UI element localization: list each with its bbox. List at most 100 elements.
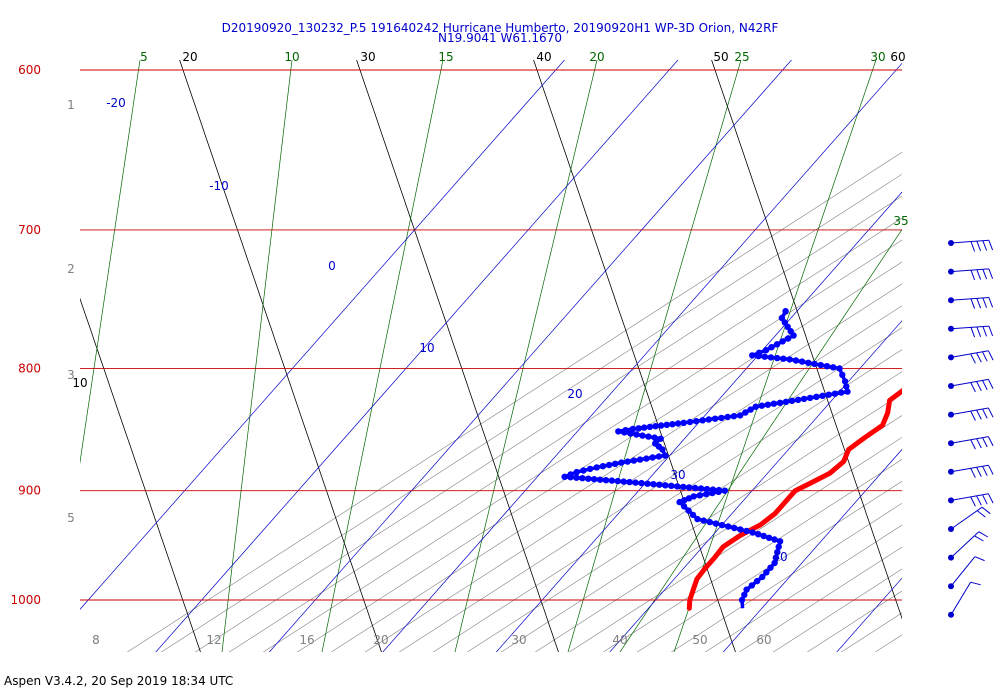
dewpoint-point: [774, 354, 781, 362]
dewpoint-point: [752, 403, 759, 410]
dewpoint-point: [636, 456, 644, 463]
dewpoint-point: [774, 549, 781, 556]
dewpoint-point: [680, 419, 687, 426]
dewpoint-point: [680, 483, 687, 491]
dewpoint-point: [586, 465, 594, 473]
dewpoint-point: [737, 412, 744, 419]
dewpoint-point: [599, 463, 607, 470]
mixing-ratio-label: 10: [284, 50, 299, 64]
isotherm-line: [926, 0, 1000, 680]
moist-adiabat-line: [296, 261, 902, 652]
dewpoint-point: [661, 452, 669, 459]
isotherm-line: [836, 577, 902, 652]
grid-layer: [80, 0, 1000, 680]
isotherm-label: -20: [106, 96, 126, 110]
dewpoint-point: [711, 415, 719, 422]
dewpoint-point: [709, 489, 716, 497]
dewpoint-point: [691, 484, 699, 492]
dewpoint-point: [649, 454, 656, 461]
dewpoint-point: [561, 473, 568, 480]
dry-adiabat-label: 60: [890, 50, 905, 64]
dewpoint-point: [811, 360, 818, 368]
dewpoint-point: [806, 394, 814, 402]
dry-adiabat-label: 50: [713, 50, 728, 64]
dewpoint-point: [724, 413, 731, 421]
moist-adiabat-line: [194, 195, 902, 652]
dewpoint-point: [731, 524, 738, 532]
dewpoint-point: [747, 406, 754, 413]
dewpoint-point: [767, 564, 774, 571]
dewpoint-point: [627, 430, 634, 437]
dewpoint-point: [658, 422, 665, 429]
dewpoint-point: [676, 498, 683, 506]
dewpoint-point: [761, 353, 768, 360]
dewpoint-point: [643, 455, 650, 462]
mixing-ratio-line: [80, 60, 141, 465]
dewpoint-point: [800, 395, 808, 403]
chart-title: D20190920_130232_P.5 191640242 Hurricane…: [222, 21, 779, 35]
dewpoint-point: [813, 393, 820, 400]
dewpoint-point: [748, 582, 756, 589]
isotherm-line: [155, 60, 679, 652]
dewpoint-point: [694, 515, 701, 523]
dewpoint-point: [749, 529, 756, 536]
wind-barb: [948, 407, 994, 421]
moist-adiabat-line: [466, 371, 902, 652]
dewpoint-point: [782, 308, 789, 315]
dewpoint-point: [644, 480, 651, 487]
mixing-ratio-label: 5: [140, 50, 148, 64]
dewpoint-point: [626, 478, 633, 486]
dewpoint-point: [805, 359, 812, 366]
dry-adiabat-line: [711, 60, 902, 620]
dewpoint-point: [608, 477, 616, 484]
dewpoint-point: [567, 474, 574, 481]
wind-barb: [948, 506, 991, 532]
dewpoint-point: [758, 402, 766, 409]
dewpoint-point: [614, 477, 621, 485]
dewpoint-point: [830, 364, 837, 371]
dewpoint-point: [657, 435, 664, 442]
moist-adiabat-line: [330, 283, 902, 652]
dewpoint-point: [836, 365, 843, 372]
isotherm-line: [80, 60, 565, 610]
dewpoint-point: [693, 418, 700, 425]
dewpoint-point: [630, 457, 638, 464]
dewpoint-point: [579, 475, 586, 482]
dewpoint-point: [669, 421, 676, 428]
moist-adiabat-line: [534, 415, 902, 652]
dewpoint-point: [743, 527, 750, 535]
dewpoint-point: [674, 420, 682, 427]
wind-barb: [948, 436, 994, 450]
dewpoint-point: [585, 475, 592, 482]
dewpoint-point: [699, 417, 706, 424]
dewpoint-point: [755, 352, 762, 360]
moist-adiabat-line: [900, 0, 1000, 680]
dry-adiabat-line: [533, 60, 736, 652]
isotherm-line: [722, 448, 902, 652]
dewpoint-point: [775, 543, 782, 550]
dry-adiabat-label: 30: [360, 50, 375, 64]
dewpoint-point: [782, 398, 790, 405]
dewpoint-point: [573, 468, 580, 476]
dewpoint-point: [615, 428, 622, 435]
dry-adiabat-line: [179, 60, 382, 652]
dewpoint-point: [633, 431, 640, 438]
mixing-ratio-label: 35: [893, 214, 908, 228]
isotherm-label: 30: [670, 468, 685, 482]
dewpoint-point: [697, 485, 705, 492]
dewpoint-point: [776, 538, 784, 545]
dewpoint-point: [780, 355, 787, 362]
dry-adiabat-line: [356, 60, 559, 652]
height-label: 2: [67, 262, 75, 276]
mixing-ratio-label: 30: [870, 50, 885, 64]
dewpoint-point: [651, 434, 658, 441]
dewpoint-point: [580, 467, 587, 474]
dewpoint-point: [712, 520, 720, 527]
moist-adiabat-line: [500, 393, 902, 652]
moist-adiabat-line: [806, 590, 902, 652]
dewpoint-point: [779, 338, 786, 345]
dewpoint-point: [819, 392, 826, 399]
dewpoint-point: [786, 356, 793, 363]
dewpoint-point: [689, 511, 697, 519]
